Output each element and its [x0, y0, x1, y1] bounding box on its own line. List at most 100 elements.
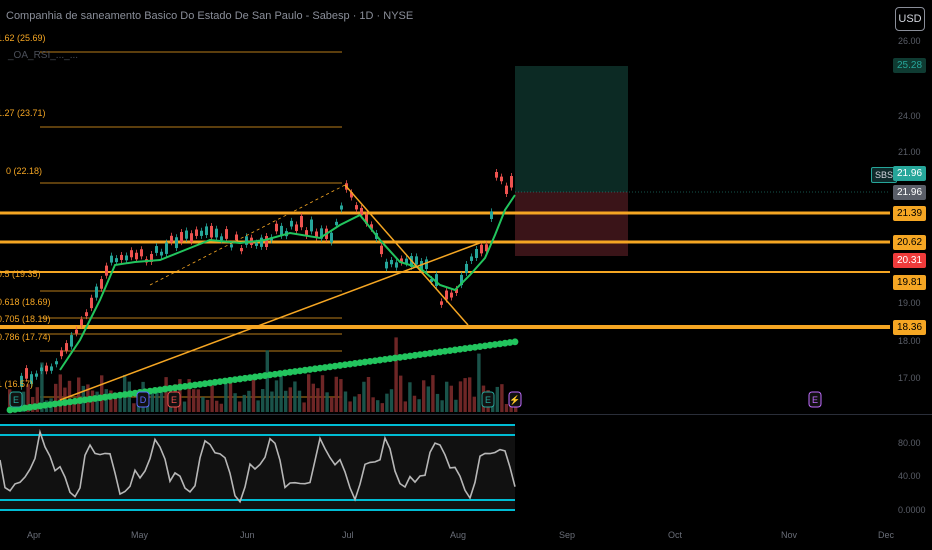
ma-dot: [76, 397, 84, 404]
candle-body: [140, 249, 143, 257]
volume-bar: [77, 377, 81, 412]
volume-bar: [504, 403, 509, 412]
volume-bar: [35, 387, 39, 412]
candle-body: [130, 250, 133, 258]
ma-dot: [246, 374, 254, 381]
ma-dot: [256, 372, 264, 380]
volume-bar: [187, 379, 191, 412]
ma-dot: [211, 378, 219, 386]
ma-dot: [101, 393, 109, 401]
volume-bar: [251, 376, 256, 412]
candle-body: [335, 221, 338, 226]
y-tick: 24.00: [898, 111, 921, 121]
candle-body: [390, 259, 393, 265]
support-2-tag: 18.36: [893, 320, 927, 335]
candle-body: [70, 335, 73, 347]
volume-bar: [454, 399, 458, 412]
volume-bar: [293, 381, 297, 412]
candle-body: [445, 290, 448, 300]
trendline-dashed: [149, 184, 346, 286]
candle-body: [60, 350, 63, 357]
event-marker: [808, 391, 822, 408]
ma-dot: [236, 375, 244, 383]
ma-dot: [126, 390, 134, 398]
volume-bar: [431, 375, 435, 412]
ma-dot: [446, 347, 454, 354]
volume-bar: [422, 380, 426, 412]
volume-bar: [247, 390, 251, 412]
volume-bar: [389, 389, 394, 412]
fib-label: 0.705 (18.19): [0, 314, 51, 324]
volume-bar: [297, 390, 302, 412]
fib-label: 0 (22.18): [6, 166, 43, 176]
event-marker-label: ⚡: [509, 394, 520, 406]
candle-body: [175, 237, 178, 249]
volume-bar: [233, 393, 237, 412]
candle-body: [320, 228, 323, 239]
ma-dot: [301, 366, 309, 374]
candle-body: [355, 205, 358, 210]
volume-bar: [412, 395, 417, 412]
candle-body: [45, 365, 48, 372]
support-1-tag: 19.81: [893, 275, 927, 290]
ma-dot: [51, 400, 59, 408]
ma-dot: [26, 403, 34, 411]
event-marker-label: D: [140, 395, 147, 405]
ma-dot: [271, 370, 279, 378]
candle-body: [215, 228, 218, 238]
volume-bar: [472, 396, 476, 412]
volume-bar: [132, 403, 136, 412]
rsi-line: [0, 428, 516, 504]
candle-body: [500, 176, 503, 182]
volume-bar: [408, 382, 412, 412]
candle-body: [455, 288, 458, 293]
volume-bar: [40, 362, 44, 412]
indicator-label: _OA_RSI_..._...: [8, 50, 79, 61]
candle-body: [380, 245, 383, 255]
candle-body: [220, 236, 223, 241]
ma-dot: [331, 362, 339, 370]
volume-bar: [72, 401, 76, 412]
event-marker-label: E: [485, 395, 491, 405]
ma-dot: [61, 399, 69, 406]
y-tick: 21.00: [898, 147, 921, 157]
volume-bar: [334, 376, 338, 412]
y-tick: 26.00: [898, 36, 921, 46]
target-zone: [515, 66, 628, 192]
event-marker: [167, 391, 181, 408]
ma-dot: [356, 359, 364, 367]
ma-dot: [241, 374, 249, 382]
ma-dot: [441, 347, 449, 355]
x-tick: Apr: [27, 530, 42, 540]
osc-tick: 40.00: [898, 471, 921, 481]
ema-line: [59, 194, 516, 371]
candle-body: [360, 207, 363, 216]
pane-separator[interactable]: [0, 414, 932, 415]
ma-dot: [186, 382, 194, 390]
volume-bar: [21, 391, 26, 412]
chart-title: Companhia de saneamento Basico Do Estado…: [6, 10, 414, 22]
volume-bar: [182, 401, 187, 412]
volume-bar: [417, 399, 421, 412]
ma-dot: [121, 391, 129, 398]
candle-body: [55, 361, 58, 365]
ma-dot: [386, 355, 394, 363]
ma-dot: [451, 346, 459, 354]
candle-body: [440, 301, 443, 305]
ma-dot: [281, 369, 289, 377]
volume-bar: [109, 390, 113, 412]
volume-bar: [215, 400, 219, 412]
candle-body: [415, 256, 418, 265]
candle-body: [160, 251, 163, 256]
volume-bar: [205, 399, 210, 412]
ma-dot: [491, 341, 499, 348]
candle-body: [150, 254, 153, 262]
ma-dot: [231, 376, 239, 384]
volume-bar: [458, 381, 463, 412]
ma-dot: [276, 370, 284, 377]
ma-dot: [221, 377, 229, 385]
ma-dot: [506, 339, 514, 346]
currency-button[interactable]: USD: [895, 7, 925, 31]
candle-body: [495, 171, 498, 178]
